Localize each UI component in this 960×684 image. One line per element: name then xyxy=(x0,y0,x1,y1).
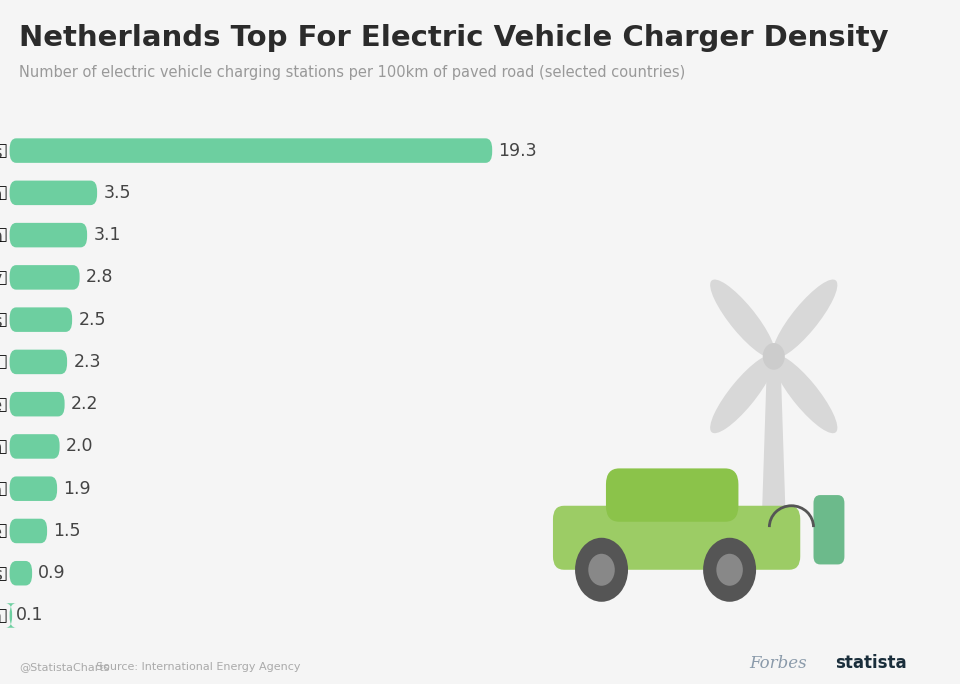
Circle shape xyxy=(762,343,785,369)
Text: 🇦🇪: 🇦🇪 xyxy=(0,312,8,327)
Text: 3.5: 3.5 xyxy=(104,184,131,202)
Text: Forbes: Forbes xyxy=(749,655,806,672)
FancyBboxPatch shape xyxy=(10,434,60,459)
Text: 1.9: 1.9 xyxy=(63,479,91,498)
Text: 🇨🇳: 🇨🇳 xyxy=(0,185,8,200)
FancyBboxPatch shape xyxy=(10,477,57,501)
Text: 🇩🇪: 🇩🇪 xyxy=(0,270,8,285)
Text: 0.9: 0.9 xyxy=(38,564,66,582)
FancyBboxPatch shape xyxy=(813,495,845,564)
Ellipse shape xyxy=(773,280,837,358)
Text: statista: statista xyxy=(835,654,907,672)
FancyBboxPatch shape xyxy=(10,223,87,248)
Text: 🇸🇪: 🇸🇪 xyxy=(0,482,8,496)
Text: 🇯🇵: 🇯🇵 xyxy=(0,354,8,369)
FancyBboxPatch shape xyxy=(10,138,492,163)
Circle shape xyxy=(575,538,628,602)
Text: 0.1: 0.1 xyxy=(16,607,43,624)
Text: 2.8: 2.8 xyxy=(85,268,113,287)
Ellipse shape xyxy=(773,355,837,433)
Text: 2.0: 2.0 xyxy=(66,438,93,456)
FancyBboxPatch shape xyxy=(10,181,97,205)
Text: 2.2: 2.2 xyxy=(71,395,98,413)
Circle shape xyxy=(716,554,743,586)
Text: Source: International Energy Agency: Source: International Energy Agency xyxy=(96,661,300,672)
FancyBboxPatch shape xyxy=(553,505,801,570)
FancyBboxPatch shape xyxy=(10,561,32,586)
FancyBboxPatch shape xyxy=(10,350,67,374)
Text: 🇬🇧: 🇬🇧 xyxy=(0,228,8,243)
FancyBboxPatch shape xyxy=(6,603,16,628)
Text: 2.5: 2.5 xyxy=(79,311,106,328)
FancyBboxPatch shape xyxy=(10,518,47,543)
FancyBboxPatch shape xyxy=(10,265,80,289)
Text: @StatistaCharts: @StatistaCharts xyxy=(19,661,109,672)
Text: 🇸🇬: 🇸🇬 xyxy=(0,397,8,412)
Text: 🇳🇱: 🇳🇱 xyxy=(0,143,8,158)
Circle shape xyxy=(588,554,614,586)
Text: 🇷🇺: 🇷🇺 xyxy=(0,608,8,623)
Ellipse shape xyxy=(710,355,775,433)
Text: Number of electric vehicle charging stations per 100km of paved road (selected c: Number of electric vehicle charging stat… xyxy=(19,65,685,80)
FancyBboxPatch shape xyxy=(10,392,64,417)
Text: 2.3: 2.3 xyxy=(73,353,101,371)
Text: Netherlands Top For Electric Vehicle Charger Density: Netherlands Top For Electric Vehicle Cha… xyxy=(19,24,889,52)
FancyBboxPatch shape xyxy=(10,307,72,332)
Polygon shape xyxy=(760,356,787,559)
Text: 🇺🇸: 🇺🇸 xyxy=(0,566,8,581)
Text: 🇰🇷: 🇰🇷 xyxy=(0,439,8,454)
Circle shape xyxy=(703,538,756,602)
Text: 🇫🇷: 🇫🇷 xyxy=(0,523,8,538)
Text: 19.3: 19.3 xyxy=(498,142,537,159)
Text: 1.5: 1.5 xyxy=(54,522,81,540)
FancyBboxPatch shape xyxy=(606,469,738,522)
Text: 3.1: 3.1 xyxy=(93,226,121,244)
Ellipse shape xyxy=(710,280,775,358)
